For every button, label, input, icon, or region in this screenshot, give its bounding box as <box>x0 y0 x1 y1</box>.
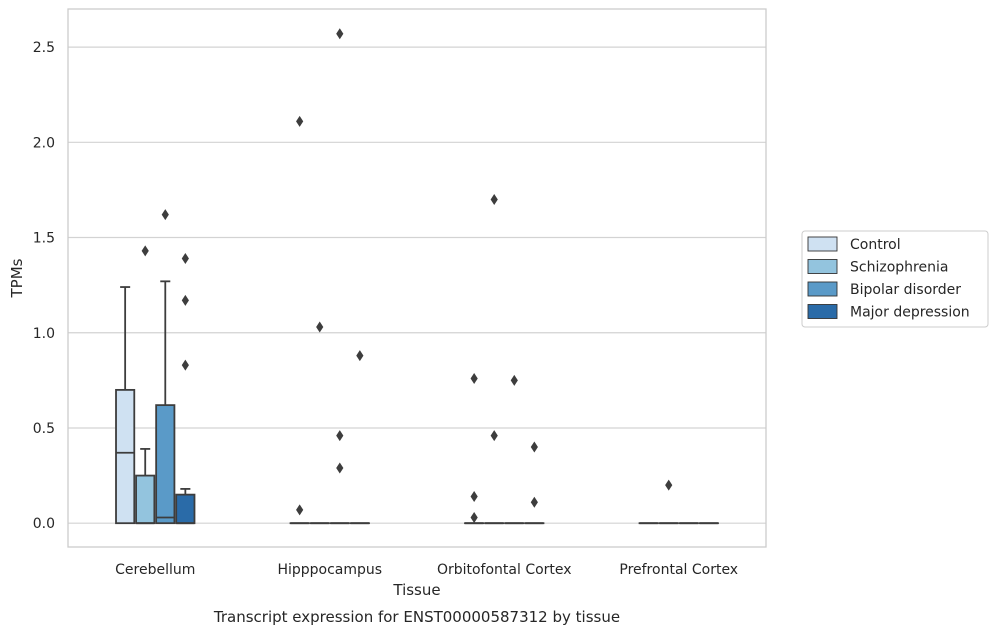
legend-swatch <box>807 236 838 252</box>
outlier-point <box>530 441 538 453</box>
legend-swatch <box>807 281 838 297</box>
y-axis-label: TPMs <box>8 258 26 298</box>
outlier-point <box>665 479 673 491</box>
outlier-point <box>356 350 364 362</box>
legend-swatch <box>807 304 838 319</box>
outlier-point <box>161 209 169 221</box>
legend-label: Control <box>850 237 901 253</box>
y-tick-label: 0.5 <box>33 421 55 437</box>
outlier-point <box>336 462 344 474</box>
x-tick-labels: Cerebellum Hipppocampus Orbitofontal Corte… <box>115 562 738 578</box>
legend-label: Bipolar disorder <box>850 282 961 298</box>
outlier-point <box>316 321 324 333</box>
outlier-point <box>181 252 189 264</box>
category-group <box>464 193 545 525</box>
legend: Control Schizophrenia Bipolar disorder Majo… <box>801 230 989 328</box>
y-tick-label: 1.0 <box>33 326 55 342</box>
outlier-point <box>470 372 478 384</box>
outlier-point <box>470 491 478 503</box>
category-group <box>638 479 719 525</box>
y-tick-label: 1.5 <box>33 231 55 247</box>
x-tick-label: Prefrontal Cortex <box>619 562 738 578</box>
legend-label: Major depression <box>850 305 970 321</box>
outlier-point <box>181 294 189 306</box>
legend-frame <box>801 230 989 328</box>
legend-swatch <box>807 259 838 274</box>
box <box>175 493 196 525</box>
outlier-point <box>181 359 189 371</box>
outlier-point <box>530 496 538 508</box>
outlier-point <box>141 245 149 257</box>
outlier-point <box>470 511 478 523</box>
outlier-point <box>296 504 304 516</box>
legend-label: Schizophrenia <box>850 260 948 276</box>
outlier-point <box>336 430 344 442</box>
box <box>115 388 136 525</box>
y-tick-label: 2.0 <box>33 135 55 151</box>
x-tick-label: Hipppocampus <box>277 562 382 578</box>
x-axis-label: Tissue <box>392 581 440 599</box>
box <box>135 474 156 525</box>
category-group <box>289 28 370 525</box>
plot-area-frame <box>67 8 767 548</box>
y-tick-labels: 0.0 0.5 1.0 1.5 2.0 2.5 <box>33 40 55 532</box>
outlier-point <box>490 193 498 205</box>
outlier-point <box>336 28 344 40</box>
outlier-point <box>296 115 304 127</box>
x-tick-label: Orbitofontal Cortex <box>437 562 572 578</box>
y-tick-label: 0.0 <box>33 516 55 532</box>
x-tick-label: Cerebellum <box>115 562 195 578</box>
chart-caption: Transcript expression for ENST0000058731… <box>213 608 620 626</box>
outlier-point <box>510 374 518 386</box>
y-tick-label: 2.5 <box>33 40 55 56</box>
outlier-point <box>490 430 498 442</box>
category-group <box>115 209 196 525</box>
box <box>155 404 176 525</box>
box-groups <box>115 28 719 525</box>
